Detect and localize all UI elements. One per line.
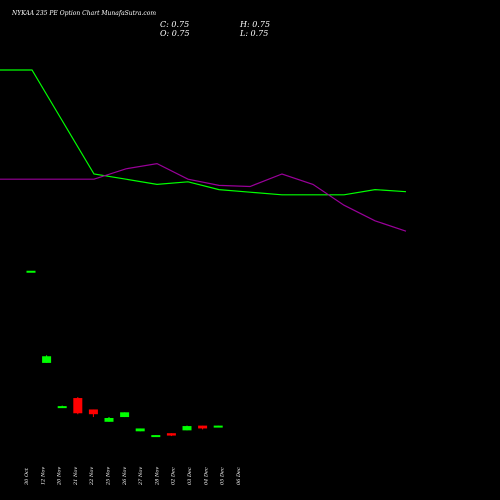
candle-04-dec xyxy=(198,425,208,430)
x-tick-label: 21 Nov xyxy=(73,467,79,486)
candle-25-nov xyxy=(104,417,114,422)
x-tick-label: 03 Dec xyxy=(187,467,193,485)
close-value: C: 0.75 xyxy=(160,20,190,29)
candle-body xyxy=(198,425,208,429)
candle-body xyxy=(88,409,98,415)
candle-03-dec xyxy=(182,425,192,431)
x-tick-label: 28 Nov xyxy=(154,467,160,486)
x-tick-label: 30 Oct xyxy=(24,467,30,485)
candle-body xyxy=(104,418,114,422)
x-tick-label: 22 Nov xyxy=(89,467,95,486)
candle-22-nov xyxy=(88,409,98,418)
open-value: O: 0.75 xyxy=(160,29,190,38)
candle-27-nov xyxy=(135,428,145,432)
candle-body xyxy=(151,435,161,438)
x-tick-label: 02 Dec xyxy=(171,467,177,485)
ma-line-2 xyxy=(0,162,407,232)
x-tick-label: 20 Nov xyxy=(57,467,63,486)
candle-21-nov xyxy=(73,397,83,415)
x-tick-label: 12 Nov xyxy=(40,467,46,485)
candle-body xyxy=(57,406,67,409)
ma-line-1 xyxy=(0,69,407,196)
candle-30-oct xyxy=(26,270,36,273)
x-tick-label: 26 Nov xyxy=(122,467,128,486)
candle-26-nov xyxy=(120,412,130,418)
candle-28-nov xyxy=(151,435,161,438)
high-value: H: 0.75 xyxy=(240,20,271,29)
x-tick-label: 04 Dec xyxy=(203,467,209,485)
candle-body xyxy=(42,356,52,363)
candle-05-dec xyxy=(213,425,223,428)
candle-body xyxy=(166,433,176,436)
candle-20-nov xyxy=(57,405,67,409)
candle-body xyxy=(135,428,145,432)
x-tick-label: 06 Dec xyxy=(236,467,242,485)
candle-body xyxy=(120,412,130,418)
candle-02-dec xyxy=(166,433,176,437)
x-tick-label: 27 Nov xyxy=(138,467,144,486)
low-value: L: 0.75 xyxy=(240,29,269,38)
candle-body xyxy=(73,398,83,414)
x-tick-label: 05 Dec xyxy=(220,467,226,485)
x-tick-label: 25 Nov xyxy=(106,467,112,486)
chart-title: NYKAA 235 PE Option Chart MunafaSutra.co… xyxy=(12,10,157,17)
candle-body xyxy=(182,426,192,431)
candle-12-nov xyxy=(42,355,52,363)
candle-body xyxy=(26,270,36,273)
candle-body xyxy=(213,425,223,428)
